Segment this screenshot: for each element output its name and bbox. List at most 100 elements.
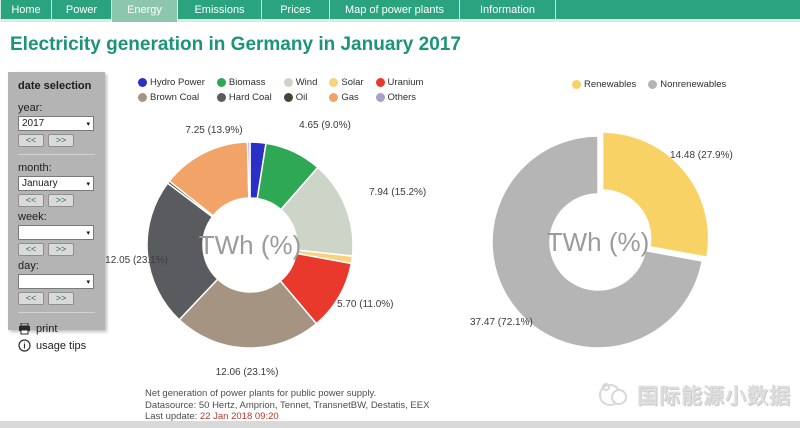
year-select[interactable]: 2017 ▾ [18, 116, 94, 131]
print-icon [19, 322, 30, 334]
nav-item-power[interactable]: Power [52, 0, 112, 22]
info-icon: i [18, 339, 31, 352]
donut-center-label: TWh (%) [199, 230, 302, 260]
renewables-legend: Renewables Nonrenewables [572, 79, 726, 90]
legend-label: Wind [295, 77, 318, 88]
year-prev-button[interactable]: << [18, 134, 44, 147]
day-label: day: [18, 260, 39, 272]
week-select[interactable]: ▾ [18, 225, 94, 240]
month-select[interactable]: January ▾ [18, 176, 94, 191]
last-update-label: Last update: [145, 411, 198, 422]
hydro-power-swatch-icon [138, 78, 147, 87]
year-label: year: [18, 102, 43, 114]
bottom-strip [0, 421, 800, 428]
month-label: month: [18, 162, 52, 174]
renewables-swatch-icon [572, 80, 581, 89]
brown-coal-swatch-icon [138, 93, 147, 102]
legend-item-uranium[interactable]: Uranium [375, 77, 424, 88]
day-group: day: ▾ << >> [18, 260, 95, 305]
caret-down-icon: ▾ [86, 120, 90, 128]
legend-item-gas[interactable]: Gas [329, 92, 363, 103]
caret-down-icon: ▾ [86, 180, 90, 188]
legend-label: Nonrenewables [660, 79, 727, 90]
legend-label: Others [387, 92, 417, 103]
legend-item-wind[interactable]: Wind [283, 77, 318, 88]
year-select-value: 2017 [22, 118, 45, 129]
year-next-button[interactable]: >> [48, 134, 74, 147]
slice-hard-coal[interactable] [146, 182, 219, 321]
usage-tips-link[interactable]: i usage tips [18, 337, 95, 354]
legend-column: Solar Gas [329, 77, 364, 103]
footnote-line2: Datasource: 50 Hertz, Amprion, Tennet, T… [145, 399, 430, 411]
wind-swatch-icon [283, 78, 293, 87]
month-next-button[interactable]: >> [48, 194, 74, 207]
legend-column: Biomass Hard Coal [216, 77, 272, 103]
data-label-hard-coal: 12.05 (23.1%) [105, 255, 168, 266]
slice-others[interactable] [246, 141, 251, 199]
nav-item-prices[interactable]: Prices [262, 0, 330, 22]
footnote-last-update: Last update: 22 Jan 2018 09:20 [145, 411, 429, 423]
nav-item-home[interactable]: Home [0, 0, 52, 22]
legend-item-others[interactable]: Others [375, 92, 424, 103]
legend-item-brown-coal[interactable]: Brown Coal [138, 92, 205, 103]
legend-item-biomass[interactable]: Biomass [216, 77, 272, 88]
nav-item-map-of-power-plants[interactable]: Map of power plants [330, 0, 460, 22]
nav-item-information[interactable]: Information [460, 0, 556, 22]
legend-label: Solar [341, 77, 364, 88]
legend-label: Oil [295, 92, 308, 103]
week-group: week: ▾ << >> [18, 211, 95, 256]
week-prev-button[interactable]: << [18, 243, 44, 256]
watermark: 国际能源小数据 [597, 380, 791, 410]
renewables-share-donut: 14.48 (27.9%) 37.47 (72.1%) TWh (%) [470, 131, 733, 349]
legend-label: Renewables [584, 79, 637, 90]
data-label-nonrenewables: 37.47 (72.1%) [470, 317, 533, 328]
print-label: print [36, 322, 58, 335]
slice-brown-coal[interactable] [178, 278, 318, 349]
generation-mix-donut: 4.65 (9.0%) 7.94 (15.2%) 5.70 (11.0%) 12.06… [105, 120, 426, 378]
legend-item-hydro-power[interactable]: Hydro Power [138, 77, 205, 88]
others-swatch-icon [375, 93, 385, 102]
nonrenewables-swatch-icon [648, 80, 658, 89]
legend-column: Uranium Others [375, 77, 424, 103]
month-prev-button[interactable]: << [18, 194, 44, 207]
day-select[interactable]: ▾ [18, 274, 94, 289]
solar-swatch-icon [329, 78, 339, 87]
legend-item-oil[interactable]: Oil [283, 92, 318, 103]
date-selection-panel: date selection year: 2017 ▾ << >> month:… [8, 72, 105, 352]
data-label-uranium: 5.70 (11.0%) [337, 299, 394, 310]
year-group: year: 2017 ▾ << >> [18, 102, 95, 147]
biomass-swatch-icon [216, 78, 226, 87]
legend-column: Hydro Power Brown Coal [138, 77, 205, 103]
legend-item-renewables[interactable]: Renewables [572, 79, 636, 90]
day-prev-button[interactable]: << [18, 292, 44, 305]
legend-label: Gas [341, 92, 359, 103]
legend-label: Hard Coal [228, 92, 272, 103]
navbar: Home Power Energy Emissions Prices Map of pow… [0, 0, 800, 22]
last-update-value: 22 Jan 2018 09:20 [197, 411, 279, 422]
nav-item-emissions[interactable]: Emissions [178, 0, 262, 22]
legend-item-hard-coal[interactable]: Hard Coal [216, 92, 272, 103]
divider [18, 312, 95, 313]
slice-nonrenewables[interactable] [491, 135, 704, 349]
day-next-button[interactable]: >> [48, 292, 74, 305]
nav-item-energy[interactable]: Energy [112, 0, 178, 22]
week-next-button[interactable]: >> [48, 243, 74, 256]
legend-label: Uranium [387, 77, 424, 88]
legend-label: Biomass [228, 77, 266, 88]
legend-item-solar[interactable]: Solar [329, 77, 364, 88]
donut-center-label: TWh (%) [547, 227, 650, 257]
month-select-value: January [22, 178, 58, 189]
footnote-line1: Net generation of power plants for publi… [145, 388, 377, 399]
source-legend: Hydro Power Brown Coal Biomass Hard Coal Win… [138, 77, 423, 103]
data-label-brown-coal: 12.06 (23.1%) [216, 367, 279, 378]
week-label: week: [18, 211, 47, 223]
watermark-logo-icon [599, 383, 627, 406]
slice-renewables[interactable] [601, 131, 710, 259]
oil-swatch-icon [283, 93, 293, 102]
legend-item-nonrenewables[interactable]: Nonrenewables [648, 79, 726, 90]
print-link[interactable]: print [18, 320, 95, 337]
data-label-renewables: 14.48 (27.9%) [670, 150, 733, 161]
data-label-biomass: 4.65 (9.0%) [299, 120, 351, 131]
page-title: Electricity generation in Germany in Jan… [10, 34, 461, 55]
